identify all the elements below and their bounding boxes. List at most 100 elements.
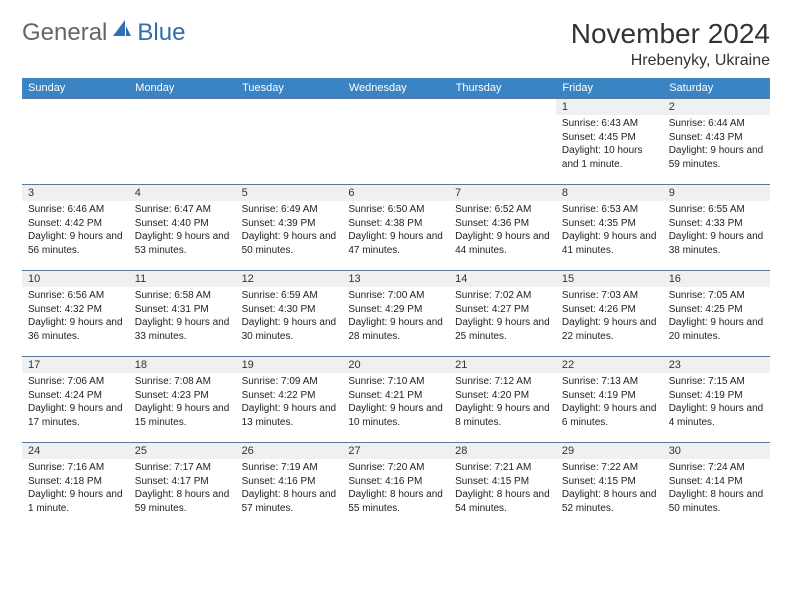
day-number: 14 [449,271,556,287]
daylight-line: Daylight: 9 hours and 6 minutes. [562,402,657,429]
sunset-line: Sunset: 4:19 PM [562,389,657,403]
day-detail: Sunrise: 7:22 AMSunset: 4:15 PMDaylight:… [556,459,663,519]
sunset-line: Sunset: 4:42 PM [28,217,123,231]
sunrise-line: Sunrise: 6:50 AM [348,203,443,217]
calendar-day-cell: 26Sunrise: 7:19 AMSunset: 4:16 PMDayligh… [236,443,343,529]
calendar-day-cell: 30Sunrise: 7:24 AMSunset: 4:14 PMDayligh… [663,443,770,529]
calendar-week-row: 17Sunrise: 7:06 AMSunset: 4:24 PMDayligh… [22,357,770,443]
sunrise-line: Sunrise: 6:43 AM [562,117,657,131]
day-detail: Sunrise: 6:56 AMSunset: 4:32 PMDaylight:… [22,287,129,347]
calendar-day-cell [342,99,449,185]
sail-icon [111,18,133,47]
day-number: 10 [22,271,129,287]
brand-word-2: Blue [137,19,185,47]
sunrise-line: Sunrise: 7:21 AM [455,461,550,475]
day-number: 4 [129,185,236,201]
sunset-line: Sunset: 4:27 PM [455,303,550,317]
sunset-line: Sunset: 4:33 PM [669,217,764,231]
calendar-week-row: 24Sunrise: 7:16 AMSunset: 4:18 PMDayligh… [22,443,770,529]
day-detail: Sunrise: 6:58 AMSunset: 4:31 PMDaylight:… [129,287,236,347]
calendar-day-cell: 1Sunrise: 6:43 AMSunset: 4:45 PMDaylight… [556,99,663,185]
sunset-line: Sunset: 4:19 PM [669,389,764,403]
day-detail: Sunrise: 7:24 AMSunset: 4:14 PMDaylight:… [663,459,770,519]
day-detail: Sunrise: 7:20 AMSunset: 4:16 PMDaylight:… [342,459,449,519]
day-detail: Sunrise: 6:55 AMSunset: 4:33 PMDaylight:… [663,201,770,261]
calendar-day-cell: 11Sunrise: 6:58 AMSunset: 4:31 PMDayligh… [129,271,236,357]
calendar-day-cell: 15Sunrise: 7:03 AMSunset: 4:26 PMDayligh… [556,271,663,357]
sunrise-line: Sunrise: 7:17 AM [135,461,230,475]
day-detail: Sunrise: 6:59 AMSunset: 4:30 PMDaylight:… [236,287,343,347]
daylight-line: Daylight: 9 hours and 1 minute. [28,488,123,515]
sunrise-line: Sunrise: 7:20 AM [348,461,443,475]
day-detail: Sunrise: 6:50 AMSunset: 4:38 PMDaylight:… [342,201,449,261]
sunset-line: Sunset: 4:17 PM [135,475,230,489]
sunrise-line: Sunrise: 7:22 AM [562,461,657,475]
daylight-line: Daylight: 9 hours and 56 minutes. [28,230,123,257]
calendar-day-cell [236,99,343,185]
sunset-line: Sunset: 4:16 PM [242,475,337,489]
calendar-day-cell: 2Sunrise: 6:44 AMSunset: 4:43 PMDaylight… [663,99,770,185]
day-number: 22 [556,357,663,373]
calendar-day-cell: 9Sunrise: 6:55 AMSunset: 4:33 PMDaylight… [663,185,770,271]
calendar-day-cell: 27Sunrise: 7:20 AMSunset: 4:16 PMDayligh… [342,443,449,529]
sunset-line: Sunset: 4:24 PM [28,389,123,403]
daylight-line: Daylight: 8 hours and 57 minutes. [242,488,337,515]
day-detail: Sunrise: 7:00 AMSunset: 4:29 PMDaylight:… [342,287,449,347]
daylight-line: Daylight: 9 hours and 38 minutes. [669,230,764,257]
calendar-day-cell: 3Sunrise: 6:46 AMSunset: 4:42 PMDaylight… [22,185,129,271]
sunrise-line: Sunrise: 7:06 AM [28,375,123,389]
sunrise-line: Sunrise: 7:16 AM [28,461,123,475]
day-number: 12 [236,271,343,287]
weekday-header: Friday [556,78,663,99]
sunset-line: Sunset: 4:26 PM [562,303,657,317]
daylight-line: Daylight: 9 hours and 10 minutes. [348,402,443,429]
sunrise-line: Sunrise: 7:15 AM [669,375,764,389]
weekday-header: Saturday [663,78,770,99]
calendar-day-cell: 17Sunrise: 7:06 AMSunset: 4:24 PMDayligh… [22,357,129,443]
daylight-line: Daylight: 8 hours and 54 minutes. [455,488,550,515]
sunrise-line: Sunrise: 6:49 AM [242,203,337,217]
day-number: 1 [556,99,663,115]
day-detail: Sunrise: 7:13 AMSunset: 4:19 PMDaylight:… [556,373,663,433]
daylight-line: Daylight: 9 hours and 33 minutes. [135,316,230,343]
brand-logo: General Blue [22,18,185,47]
calendar-body: 1Sunrise: 6:43 AMSunset: 4:45 PMDaylight… [22,99,770,529]
calendar-day-cell: 13Sunrise: 7:00 AMSunset: 4:29 PMDayligh… [342,271,449,357]
day-detail: Sunrise: 6:46 AMSunset: 4:42 PMDaylight:… [22,201,129,261]
sunset-line: Sunset: 4:36 PM [455,217,550,231]
day-number: 3 [22,185,129,201]
daylight-line: Daylight: 10 hours and 1 minute. [562,144,657,171]
daylight-line: Daylight: 9 hours and 41 minutes. [562,230,657,257]
calendar-day-cell: 8Sunrise: 6:53 AMSunset: 4:35 PMDaylight… [556,185,663,271]
day-detail: Sunrise: 7:05 AMSunset: 4:25 PMDaylight:… [663,287,770,347]
sunrise-line: Sunrise: 7:13 AM [562,375,657,389]
day-number: 8 [556,185,663,201]
day-detail: Sunrise: 6:44 AMSunset: 4:43 PMDaylight:… [663,115,770,175]
calendar-day-cell: 20Sunrise: 7:10 AMSunset: 4:21 PMDayligh… [342,357,449,443]
sunset-line: Sunset: 4:16 PM [348,475,443,489]
daylight-line: Daylight: 9 hours and 20 minutes. [669,316,764,343]
sunrise-line: Sunrise: 6:53 AM [562,203,657,217]
daylight-line: Daylight: 8 hours and 55 minutes. [348,488,443,515]
calendar-page: General Blue November 2024 Hrebenyky, Uk… [0,0,792,612]
sunset-line: Sunset: 4:31 PM [135,303,230,317]
sunset-line: Sunset: 4:39 PM [242,217,337,231]
day-number: 5 [236,185,343,201]
daylight-line: Daylight: 9 hours and 17 minutes. [28,402,123,429]
day-detail: Sunrise: 7:06 AMSunset: 4:24 PMDaylight:… [22,373,129,433]
day-number: 30 [663,443,770,459]
calendar-day-cell: 24Sunrise: 7:16 AMSunset: 4:18 PMDayligh… [22,443,129,529]
day-detail: Sunrise: 6:52 AMSunset: 4:36 PMDaylight:… [449,201,556,261]
calendar-day-cell: 25Sunrise: 7:17 AMSunset: 4:17 PMDayligh… [129,443,236,529]
page-header: General Blue November 2024 Hrebenyky, Uk… [22,18,770,70]
location-label: Hrebenyky, Ukraine [571,52,770,70]
day-detail: Sunrise: 7:10 AMSunset: 4:21 PMDaylight:… [342,373,449,433]
day-number: 26 [236,443,343,459]
sunrise-line: Sunrise: 7:09 AM [242,375,337,389]
sunset-line: Sunset: 4:40 PM [135,217,230,231]
weekday-header: Tuesday [236,78,343,99]
calendar-day-cell: 29Sunrise: 7:22 AMSunset: 4:15 PMDayligh… [556,443,663,529]
sunrise-line: Sunrise: 6:47 AM [135,203,230,217]
day-detail: Sunrise: 7:03 AMSunset: 4:26 PMDaylight:… [556,287,663,347]
day-detail: Sunrise: 7:09 AMSunset: 4:22 PMDaylight:… [236,373,343,433]
